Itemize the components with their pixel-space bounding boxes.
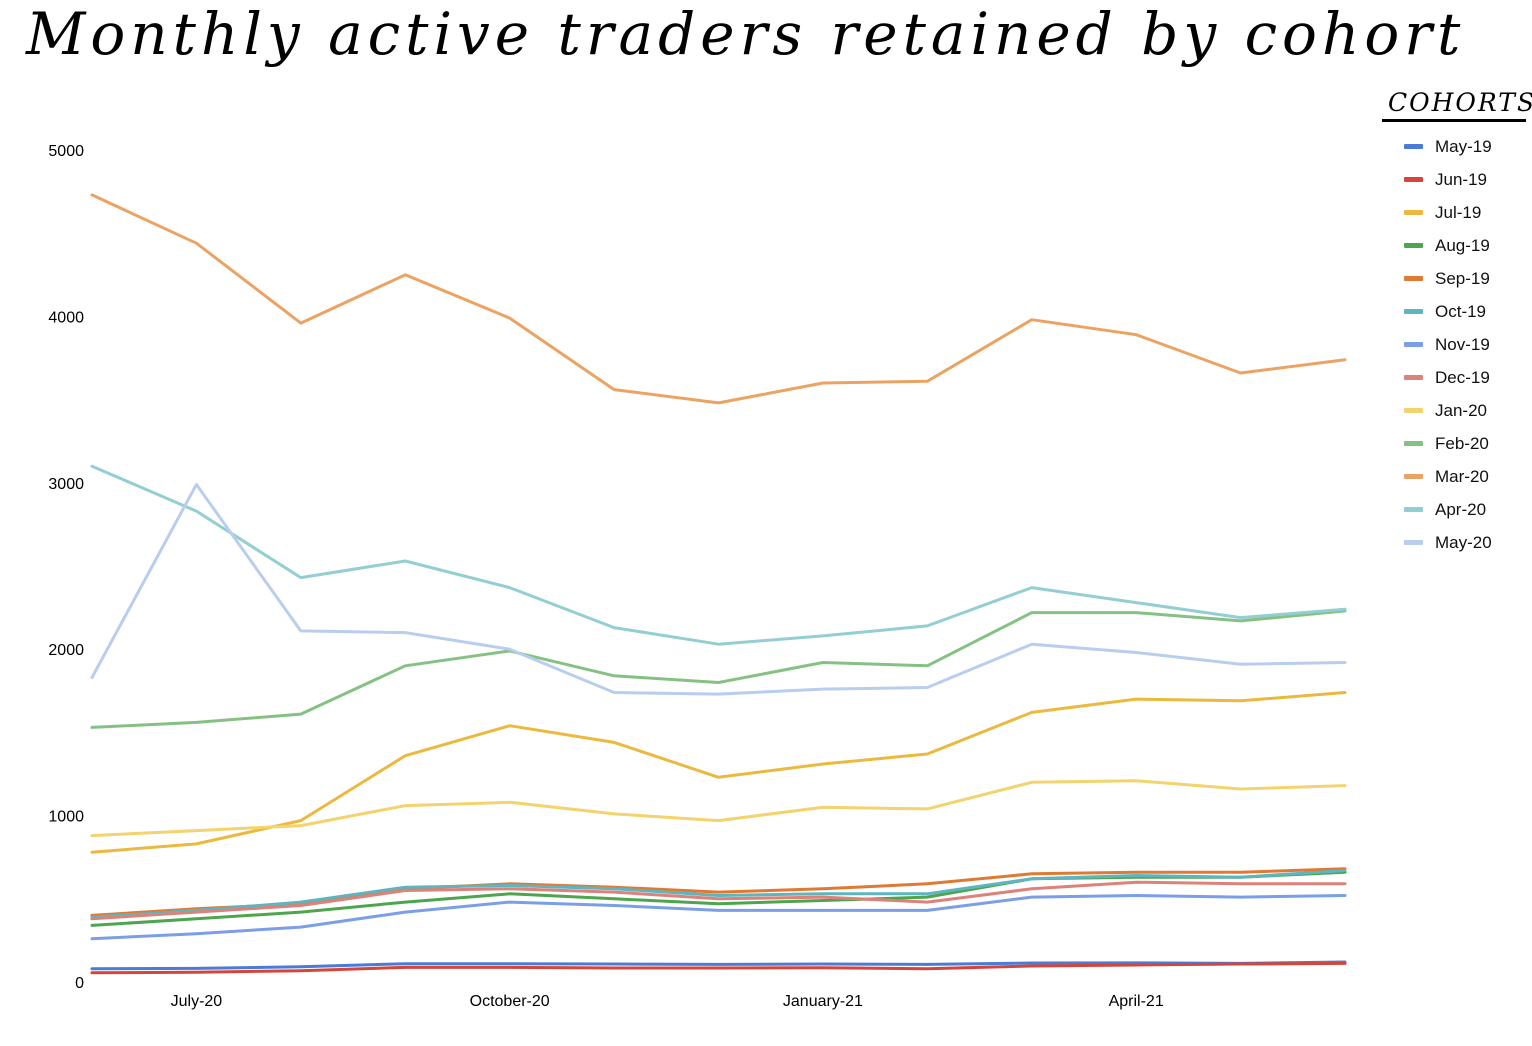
legend-swatch	[1404, 210, 1423, 215]
legend-label: Feb-20	[1435, 433, 1489, 453]
legend-item-oct-19[interactable]: Oct-19	[1382, 295, 1528, 328]
series-lines	[90, 193, 1347, 975]
chart-title: Monthly active traders retained by cohor…	[26, 0, 1466, 68]
legend-item-nov-19[interactable]: Nov-19	[1382, 328, 1528, 361]
series-line-nov-19	[90, 894, 1347, 941]
legend-swatch	[1404, 342, 1423, 347]
x-tick-label: October-20	[470, 993, 550, 1010]
legend-item-jul-19[interactable]: Jul-19	[1382, 196, 1528, 229]
legend-swatch	[1404, 507, 1423, 512]
y-tick-label: 4000	[48, 309, 84, 326]
legend-item-jun-19[interactable]: Jun-19	[1382, 163, 1528, 196]
legend-items: May-19 Jun-19 Jul-19 Aug-19 Sep-19 Oct-19 Nov-…	[1382, 130, 1528, 559]
series-line-dec-19	[90, 880, 1347, 921]
y-axis-ticks: 0 1000 2000 3000 4000 5000	[48, 143, 84, 992]
legend-item-dec-19[interactable]: Dec-19	[1382, 361, 1528, 394]
legend-swatch	[1404, 540, 1423, 545]
legend-item-apr-20[interactable]: Apr-20	[1382, 493, 1528, 526]
legend-swatch	[1404, 276, 1423, 281]
legend-item-aug-19[interactable]: Aug-19	[1382, 229, 1528, 262]
legend-swatch	[1404, 243, 1423, 248]
legend-swatch	[1404, 144, 1423, 149]
x-tick-label: April-21	[1109, 993, 1164, 1010]
series-line-feb-20	[90, 609, 1347, 729]
legend-swatch	[1404, 441, 1423, 446]
x-tick-label: January-21	[783, 993, 863, 1010]
legend-item-sep-19[interactable]: Sep-19	[1382, 262, 1528, 295]
y-tick-label: 1000	[48, 809, 84, 826]
legend-label: May-20	[1435, 532, 1492, 552]
legend-swatch	[1404, 474, 1423, 479]
x-tick-label: July-20	[171, 993, 223, 1010]
legend-item-mar-20[interactable]: Mar-20	[1382, 460, 1528, 493]
series-line-may-20	[90, 483, 1347, 696]
series-line-mar-20	[90, 193, 1347, 405]
legend: COHORTS May-19 Jun-19 Jul-19 Aug-19 Sep-19 Oc…	[1382, 88, 1532, 559]
legend-swatch	[1404, 177, 1423, 182]
legend-item-may-20[interactable]: May-20	[1382, 526, 1528, 559]
legend-label: May-19	[1435, 136, 1492, 156]
y-tick-label: 3000	[48, 476, 84, 493]
series-line-jun-19	[90, 961, 1347, 975]
legend-label: Apr-20	[1435, 499, 1487, 519]
legend-item-may-19[interactable]: May-19	[1382, 130, 1528, 163]
legend-label: Jun-19	[1435, 169, 1487, 189]
legend-label: Dec-19	[1435, 367, 1490, 387]
legend-label: Sep-19	[1435, 268, 1490, 288]
y-tick-label: 5000	[48, 143, 84, 160]
series-line-may-19	[90, 960, 1347, 971]
legend-title: COHORTS	[1382, 88, 1532, 122]
x-axis-ticks: July-20 October-20 January-21 April-21	[171, 993, 1164, 1010]
series-line-jan-20	[90, 779, 1347, 838]
series-line-aug-19	[90, 870, 1347, 927]
legend-label: Oct-19	[1435, 301, 1487, 321]
legend-item-jan-20[interactable]: Jan-20	[1382, 394, 1528, 427]
series-line-apr-20	[90, 464, 1347, 646]
legend-label: Jan-20	[1435, 400, 1487, 420]
legend-swatch	[1404, 408, 1423, 413]
legend-swatch	[1404, 309, 1423, 314]
series-line-oct-19	[90, 869, 1347, 919]
legend-label: Nov-19	[1435, 334, 1490, 354]
legend-label: Aug-19	[1435, 235, 1490, 255]
legend-item-feb-20[interactable]: Feb-20	[1382, 427, 1528, 460]
y-tick-label: 2000	[48, 642, 84, 659]
series-line-sep-19	[90, 867, 1347, 917]
legend-swatch	[1404, 375, 1423, 380]
legend-label: Mar-20	[1435, 466, 1489, 486]
y-tick-label: 0	[75, 975, 84, 992]
series-line-jul-19	[90, 691, 1347, 854]
legend-label: Jul-19	[1435, 202, 1482, 222]
